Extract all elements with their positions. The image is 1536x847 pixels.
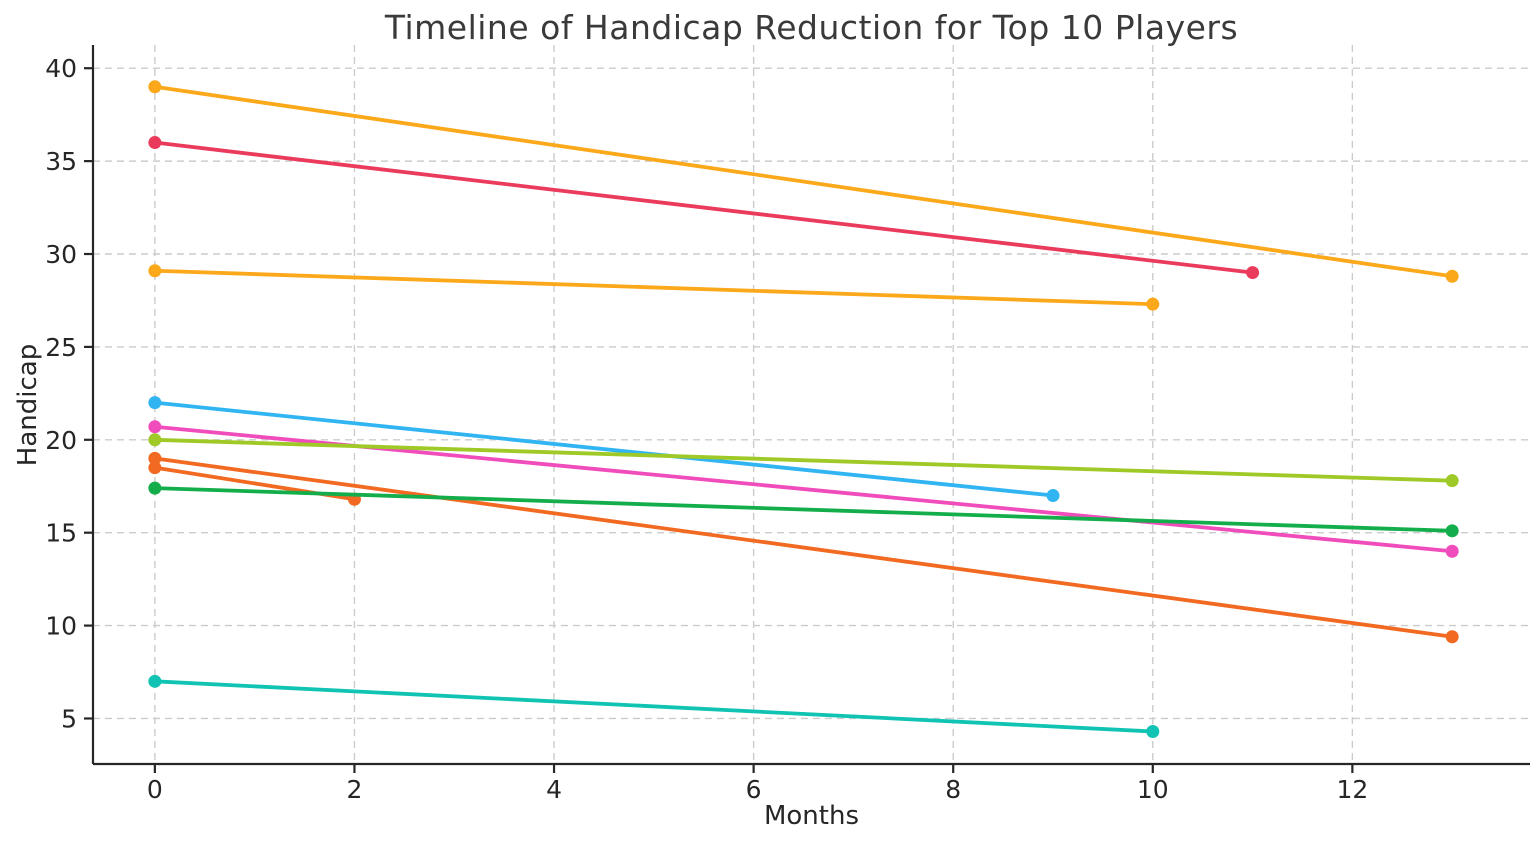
x-tick-label: 12	[1336, 775, 1368, 804]
series-line	[152, 679, 1155, 734]
data-point-marker	[1445, 269, 1459, 283]
data-point-marker	[1146, 297, 1160, 311]
y-tick-label: 20	[45, 426, 77, 455]
x-tick-label: 10	[1137, 775, 1169, 804]
y-axis-label: Handicap	[13, 343, 43, 467]
chart-title: Timeline of Handicap Reduction for Top 1…	[384, 8, 1239, 47]
series-line	[152, 437, 1455, 483]
data-point-marker	[148, 396, 162, 410]
data-point-marker	[1445, 544, 1459, 558]
data-point-marker	[1046, 489, 1060, 503]
y-tick-label: 30	[45, 240, 77, 269]
x-tick-label: 0	[147, 775, 163, 804]
series-line	[152, 84, 1455, 279]
data-point-marker	[1445, 524, 1459, 538]
data-point-marker	[1445, 474, 1459, 488]
data-point-marker	[148, 461, 162, 475]
y-tick-label: 25	[45, 333, 77, 362]
series-line	[152, 140, 1255, 275]
y-tick-label: 40	[45, 54, 77, 83]
x-tick-label: 2	[347, 775, 363, 804]
data-point-marker	[1445, 630, 1459, 644]
y-tick-label: 15	[45, 519, 77, 548]
series-line	[152, 486, 1455, 533]
data-point-marker	[1146, 724, 1160, 738]
x-tick-label: 6	[746, 775, 762, 804]
data-point-marker	[148, 420, 162, 434]
data-point-marker	[148, 674, 162, 688]
x-tick-label: 8	[945, 775, 961, 804]
y-tick-label: 35	[45, 147, 77, 176]
y-tick-label: 10	[45, 612, 77, 641]
data-point-marker	[148, 80, 162, 94]
series-line	[152, 400, 1055, 498]
data-point-marker	[1246, 266, 1260, 280]
data-point-marker	[148, 264, 162, 278]
y-tick-label: 5	[61, 704, 77, 733]
series-line	[152, 456, 1455, 639]
series-line	[152, 268, 1155, 307]
data-point-marker	[148, 451, 162, 465]
x-axis-label: Months	[763, 801, 860, 831]
data-point-marker	[148, 136, 162, 150]
data-point-marker	[148, 433, 162, 447]
data-point-marker	[148, 481, 162, 495]
x-tick-label: 4	[546, 775, 562, 804]
